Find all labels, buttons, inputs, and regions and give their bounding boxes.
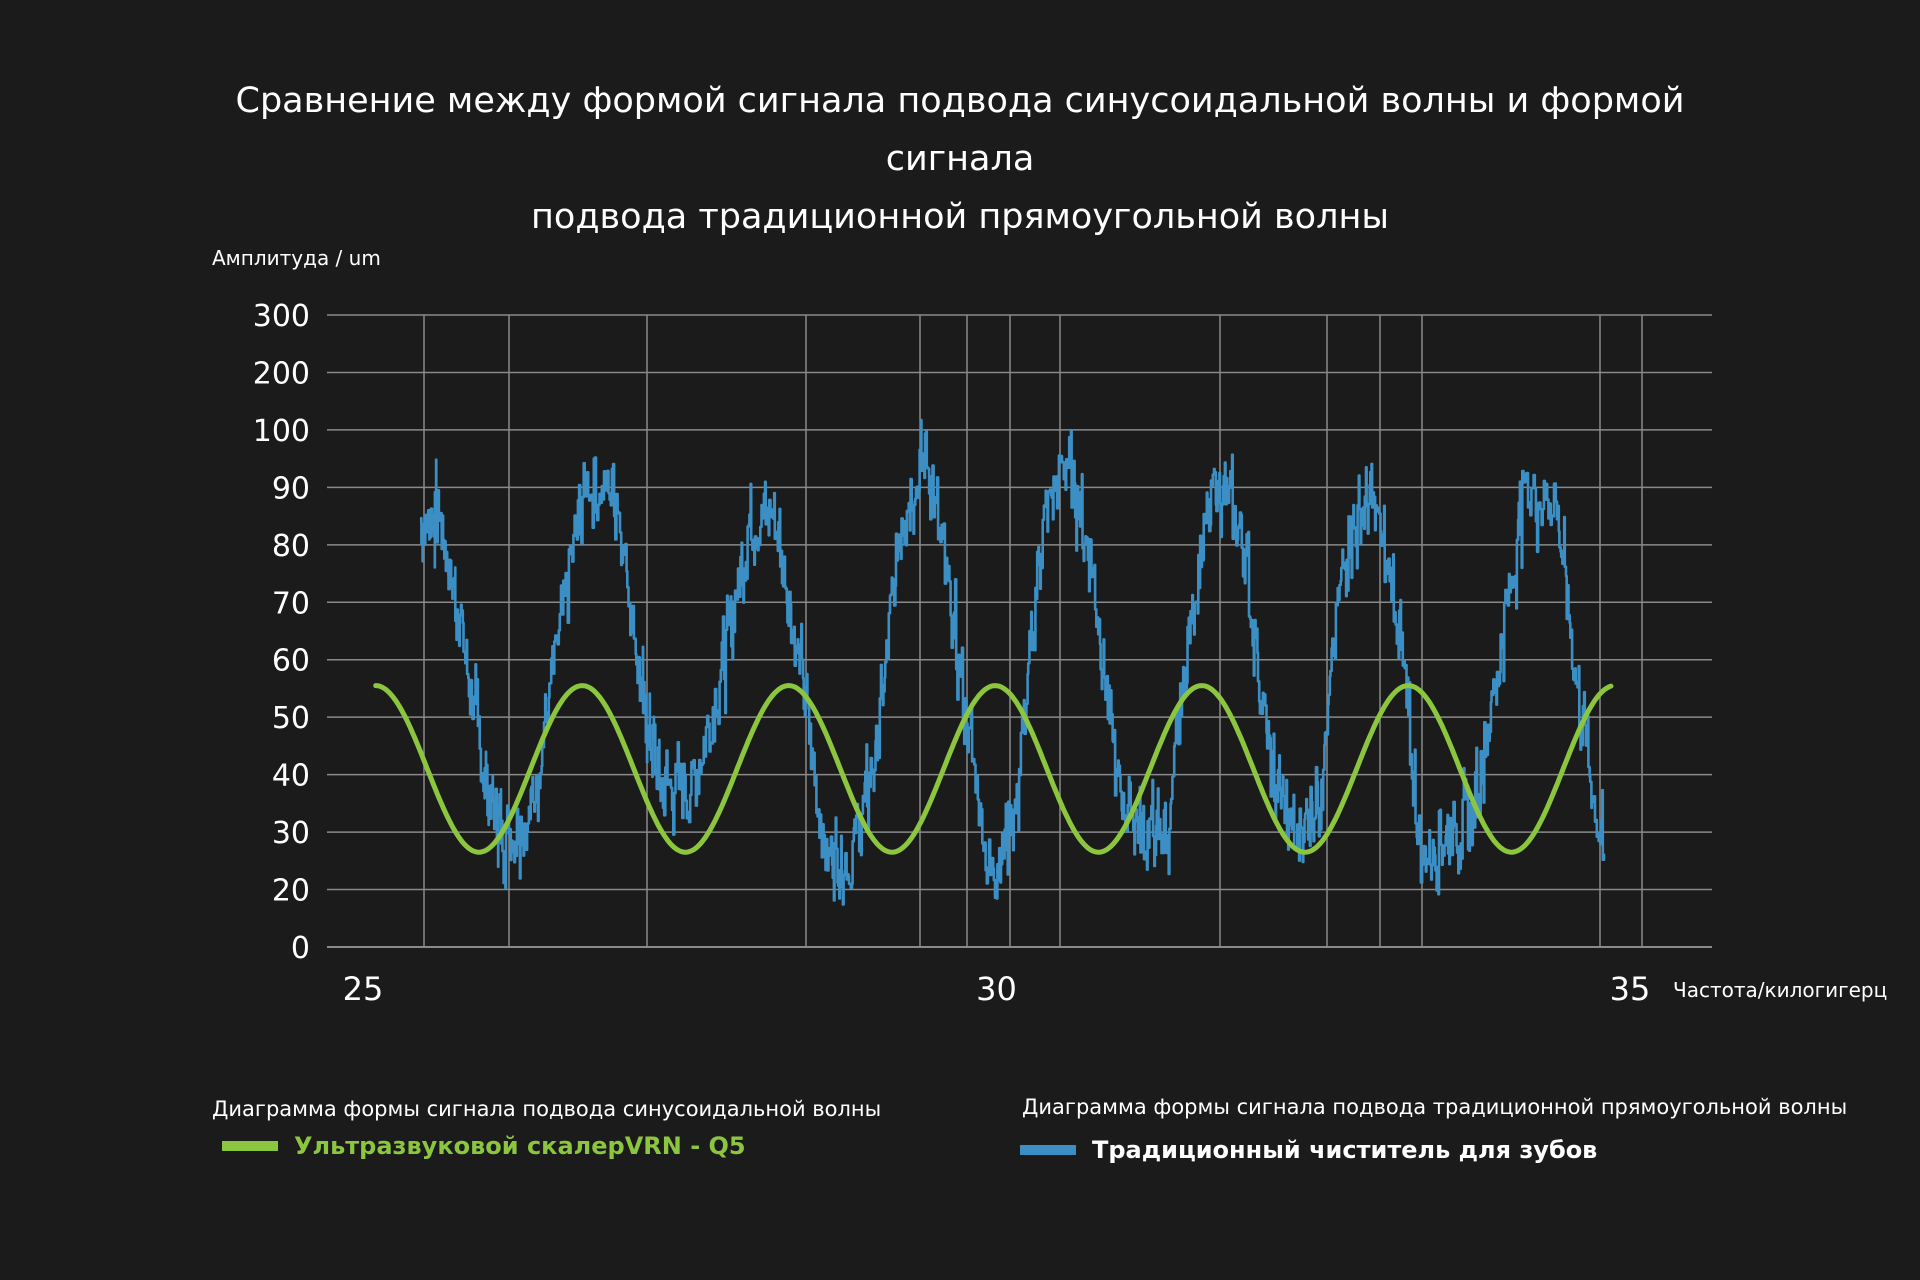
legend-label-square: Традиционный чиститель для зубов <box>1092 1136 1598 1164</box>
y-tick-label: 70 <box>272 586 310 621</box>
y-tick-label: 0 <box>291 931 310 966</box>
x-tick-label: 30 <box>976 970 1017 1008</box>
y-tick-label: 50 <box>272 701 310 736</box>
legend-swatch-square <box>1020 1145 1076 1155</box>
y-tick-label: 200 <box>253 356 310 391</box>
series-traditional-line <box>419 418 1606 906</box>
legend-label-sine: Ультразвуковой скалерVRN - Q5 <box>294 1132 746 1160</box>
y-tick-label: 40 <box>272 759 310 794</box>
x-tick-label: 35 <box>1610 970 1651 1008</box>
y-tick-label: 30 <box>272 816 310 851</box>
legend-item-sine: Ультразвуковой скалерVRN - Q5 <box>222 1132 746 1160</box>
legend-caption-square: Диаграмма формы сигнала подвода традицио… <box>1022 1095 1848 1119</box>
y-tick-label: 20 <box>272 874 310 909</box>
y-tick-label: 60 <box>272 644 310 679</box>
chart-title: Сравнение между формой сигнала подвода с… <box>160 72 1760 246</box>
chart-title-line-2: подвода традиционной прямоугольной волны <box>531 197 1389 237</box>
x-axis-ticks: 25 30 35 <box>343 970 1651 1008</box>
y-tick-label: 80 <box>272 529 310 564</box>
legend-swatch-sine <box>222 1141 278 1151</box>
x-tick-label: 25 <box>343 970 384 1008</box>
x-axis-label: Частота/килогигерц <box>1673 978 1887 1002</box>
y-tick-label: 100 <box>253 414 310 449</box>
y-tick-label: 300 <box>253 299 310 334</box>
legend-item-square: Традиционный чиститель для зубов <box>1020 1136 1597 1164</box>
chart-title-line-1: Сравнение между формой сигнала подвода с… <box>235 81 1685 179</box>
series-sine-line <box>373 683 1614 855</box>
y-axis-label: Амплитуда / um <box>212 246 381 270</box>
legend-caption-sine: Диаграмма формы сигнала подвода синусоид… <box>212 1097 882 1121</box>
series-layer <box>373 418 1614 906</box>
y-tick-label: 90 <box>272 471 310 506</box>
